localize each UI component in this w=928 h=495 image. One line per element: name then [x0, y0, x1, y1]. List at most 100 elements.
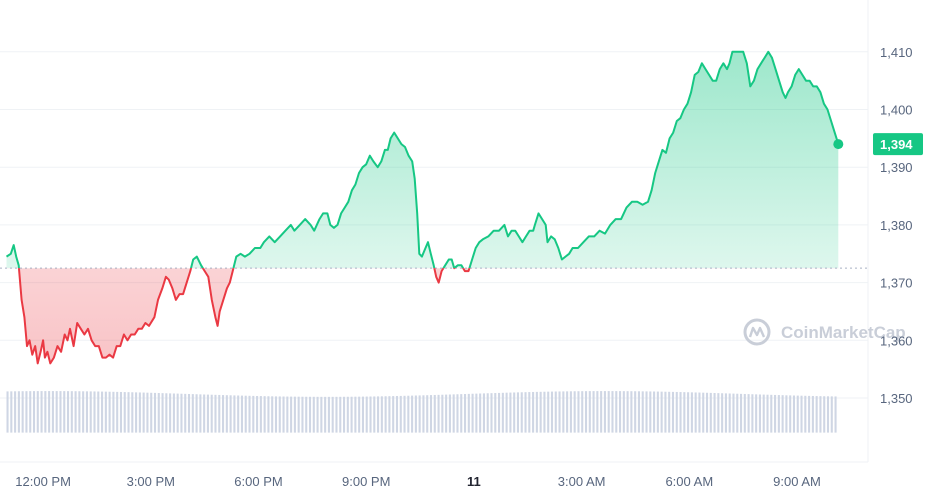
volume-bar [603, 391, 606, 433]
volume-bar [516, 392, 519, 433]
volume-bar [520, 392, 523, 433]
volume-bar [119, 391, 123, 433]
coinmarketcap-logo-icon [743, 318, 771, 346]
volume-bar [354, 396, 357, 433]
volume-bar [324, 396, 327, 433]
volume-bar [225, 395, 228, 433]
volume-bar [611, 391, 614, 433]
volume-bar [721, 393, 724, 433]
volume-bar [800, 395, 803, 433]
volume-bar [271, 396, 274, 433]
x-tick-label: 9:00 AM [773, 474, 821, 489]
volume-bar [705, 392, 709, 433]
volume-bar [388, 396, 391, 433]
volume-bar [717, 393, 720, 433]
volume-bar [422, 395, 425, 433]
volume-bar [505, 392, 508, 433]
volume-bar [452, 394, 455, 433]
volume-bar [274, 396, 278, 433]
x-tick-label: 3:00 AM [558, 474, 606, 489]
volume-bar [36, 391, 39, 433]
volume-bar [448, 394, 451, 433]
volume-bar [671, 391, 675, 433]
volume-bar [433, 394, 436, 433]
volume-bar [766, 394, 769, 433]
volume-bar [131, 392, 134, 433]
volume-bar [758, 394, 761, 433]
volume-bar [108, 391, 111, 433]
volume-bar [808, 395, 811, 433]
volume-bar [532, 391, 535, 433]
volume-bar [486, 393, 489, 433]
volume-bar [44, 391, 47, 433]
volume-bar [588, 391, 591, 433]
volume-bar [21, 391, 24, 433]
volume-bar [123, 392, 126, 433]
volume-bar [743, 393, 746, 433]
volume-bar [63, 391, 66, 433]
volume-bar [562, 391, 565, 433]
volume-bar [569, 391, 572, 433]
volume-bar [361, 396, 364, 433]
volume-bar [14, 391, 17, 433]
volume-bar [728, 393, 731, 433]
volume-bar [395, 395, 399, 433]
volume-bar [312, 396, 315, 433]
volume-bar [539, 391, 542, 433]
volume-bar [414, 395, 417, 433]
volume-bar [528, 392, 531, 433]
volume-bar [694, 392, 697, 433]
volume-bar [550, 391, 554, 433]
volume-bar [327, 396, 330, 433]
volume-bar [222, 395, 225, 433]
volume-bar [411, 395, 414, 433]
volume-bar [645, 391, 648, 433]
volume-bar [630, 391, 633, 433]
volume-bar [641, 391, 644, 433]
volume-bar [437, 394, 440, 433]
y-tick-label: 1,390 [880, 160, 913, 175]
volume-bar [607, 391, 610, 433]
volume-bar [634, 391, 637, 433]
volume-bar [240, 395, 243, 433]
price-line [5, 50, 840, 365]
last-price-badge-bg [873, 133, 923, 156]
volume-bar [346, 396, 349, 433]
volume-bar [180, 393, 183, 433]
volume-bar [660, 391, 663, 433]
volume-bar [55, 391, 58, 433]
volume-bar [308, 396, 312, 433]
x-tick-label: 9:00 PM [342, 474, 390, 489]
volume-bar [191, 394, 194, 433]
volume-bar [475, 393, 478, 433]
volume-bar [770, 394, 773, 433]
volume-bar [524, 392, 527, 433]
volume-bar [566, 391, 569, 433]
x-tick-label: 12:00 PM [15, 474, 71, 489]
volume-bar [146, 392, 149, 433]
volume-bar [233, 395, 236, 433]
volume-bar [679, 392, 682, 433]
volume-bar [78, 391, 81, 433]
volume-bar [297, 396, 300, 433]
volume-bar [513, 392, 516, 433]
volume-bar [668, 391, 671, 433]
volume-bar [834, 396, 837, 433]
volume-bar [709, 392, 712, 433]
x-tick-label: 11 [467, 474, 481, 489]
volume-bar [339, 396, 342, 433]
volume-bar [584, 391, 588, 433]
volume-bar [774, 394, 777, 433]
volume-bar [418, 395, 421, 433]
volume-bar [762, 394, 765, 433]
volume-bar [830, 396, 833, 433]
volume-bar [399, 395, 402, 433]
coinmarketcap-watermark: CoinMarketCap [743, 318, 906, 346]
price-line-down [17, 268, 471, 365]
volume-bar [6, 391, 9, 433]
volume-bar [792, 395, 796, 433]
volume-bar [581, 391, 584, 433]
volume-bar [32, 391, 36, 433]
volume-bar [426, 395, 429, 433]
